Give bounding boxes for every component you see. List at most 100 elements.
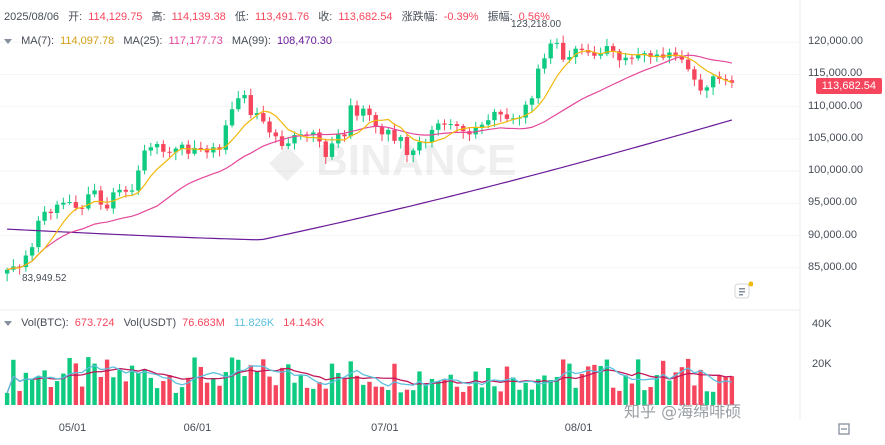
svg-text:◆ BINANCE: ◆ BINANCE: [269, 136, 517, 185]
candle-body: [117, 189, 122, 193]
volume-bar: [648, 387, 653, 405]
candle-body: [704, 87, 710, 91]
candle-body: [548, 43, 553, 59]
candle: [42, 206, 47, 225]
candle: [86, 186, 91, 211]
candle-body: [204, 148, 210, 153]
volume-bar: [398, 392, 403, 405]
volume-bar: [548, 379, 553, 405]
candle-body: [610, 46, 616, 52]
candle: [548, 39, 553, 64]
candle-body: [629, 57, 635, 59]
announcement-icon[interactable]: [733, 281, 754, 301]
volume-bar: [392, 363, 397, 405]
volume-bar: [367, 381, 372, 405]
candle: [629, 54, 635, 65]
ma25-line: [6, 54, 733, 271]
candle-body: [329, 143, 335, 157]
ma99-line: [7, 119, 733, 241]
candle-body: [617, 51, 622, 61]
candle: [117, 184, 122, 197]
volume-bar: [692, 385, 697, 405]
candle-body: [192, 147, 197, 154]
settings-icon[interactable]: [837, 422, 851, 436]
volume-bar: [579, 373, 585, 405]
volume-bar: [598, 365, 603, 405]
volume-bar: [98, 376, 104, 405]
candle: [204, 144, 210, 159]
date-label: 2025/08/06: [4, 11, 60, 23]
candle-body: [67, 202, 72, 204]
chevron-down-icon[interactable]: [4, 38, 12, 44]
volume-bar: [111, 377, 116, 405]
volume-bar: [723, 376, 728, 405]
candle: [579, 43, 585, 55]
volume-bar: [354, 375, 360, 405]
candle: [704, 85, 710, 99]
chevron-down-icon[interactable]: [4, 320, 12, 326]
candle-body: [4, 269, 10, 274]
volume-bar: [279, 367, 285, 405]
volume-bar: [717, 375, 722, 405]
volume-bar: [129, 365, 135, 405]
candle: [373, 112, 378, 134]
candle-body: [17, 266, 22, 268]
volume-bar: [436, 381, 441, 405]
candle: [61, 197, 66, 210]
candle: [161, 140, 166, 158]
candle-body: [567, 57, 572, 60]
high-value: 114,139.38: [171, 11, 226, 23]
candle: [267, 116, 272, 138]
ma-lines-layer: [6, 49, 733, 271]
volume-bar: [117, 369, 122, 405]
candle: [529, 95, 535, 112]
volume-bar: [729, 376, 735, 405]
candle-body: [604, 46, 610, 54]
candle: [698, 73, 703, 95]
candle-body: [267, 121, 272, 133]
volume-bar: [154, 388, 160, 405]
candle-body: [685, 59, 691, 70]
volume-bar: [23, 372, 29, 405]
volume-bar: [329, 363, 335, 405]
candle-body: [398, 136, 403, 141]
candle: [242, 90, 247, 104]
candle: [48, 208, 54, 220]
candle: [248, 88, 253, 119]
candle-body: [492, 111, 497, 121]
open-value: 114,129.75: [88, 11, 143, 23]
volume-bar: [411, 390, 416, 405]
candle-body: [23, 255, 29, 268]
volume-bar: [73, 363, 79, 405]
candle-body: [98, 190, 104, 205]
candle-body: [417, 142, 422, 151]
volume-bar: [54, 381, 60, 405]
candle: [392, 123, 397, 144]
volume-bar: [167, 375, 172, 405]
time-tick-label: 07/01: [371, 422, 399, 434]
volume-bar: [685, 358, 691, 405]
candle: [585, 43, 591, 56]
candle-body: [142, 150, 147, 171]
volume-bar: [161, 381, 166, 405]
candle-body: [173, 148, 179, 153]
volume-bar: [61, 373, 66, 405]
candle-body: [654, 54, 660, 58]
volume-bar: [192, 357, 197, 405]
candle: [23, 250, 29, 272]
volume-bar: [498, 391, 503, 405]
volume-bar: [461, 391, 466, 405]
candle-body: [529, 98, 535, 105]
candle: [536, 64, 541, 104]
volume-bar: [267, 376, 272, 405]
candle-body: [367, 108, 372, 116]
price-tick-label: 100,000.00: [808, 164, 864, 177]
time-tick-label: 06/01: [183, 422, 212, 434]
candle: [104, 197, 110, 211]
candle: [336, 129, 341, 148]
volume-bar: [348, 361, 353, 405]
candle-body: [579, 48, 585, 50]
volume-bar: [617, 390, 622, 405]
volume-bar: [11, 359, 16, 405]
